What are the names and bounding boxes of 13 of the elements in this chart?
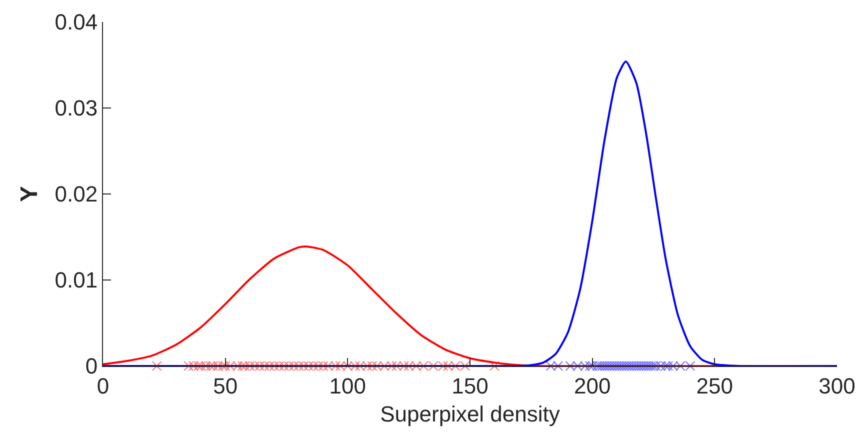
x-tick-label: 300 bbox=[818, 373, 856, 398]
y-tick-label: 0 bbox=[85, 354, 98, 379]
y-tick-label: 0.04 bbox=[54, 10, 98, 35]
y-tick-label: 0.02 bbox=[54, 182, 98, 207]
x-tick-label: 150 bbox=[452, 373, 488, 398]
x-tick-label: 250 bbox=[696, 373, 734, 398]
y-tick-label: 0.03 bbox=[54, 96, 98, 121]
x-tick-label: 200 bbox=[574, 373, 611, 398]
y-axis-title: Y bbox=[16, 186, 43, 202]
x-tick-label: 50 bbox=[213, 373, 238, 398]
x-axis-title: Superpixel density bbox=[380, 401, 560, 426]
x-tick-label: 100 bbox=[329, 373, 366, 398]
y-tick-label: 0.01 bbox=[54, 268, 98, 293]
